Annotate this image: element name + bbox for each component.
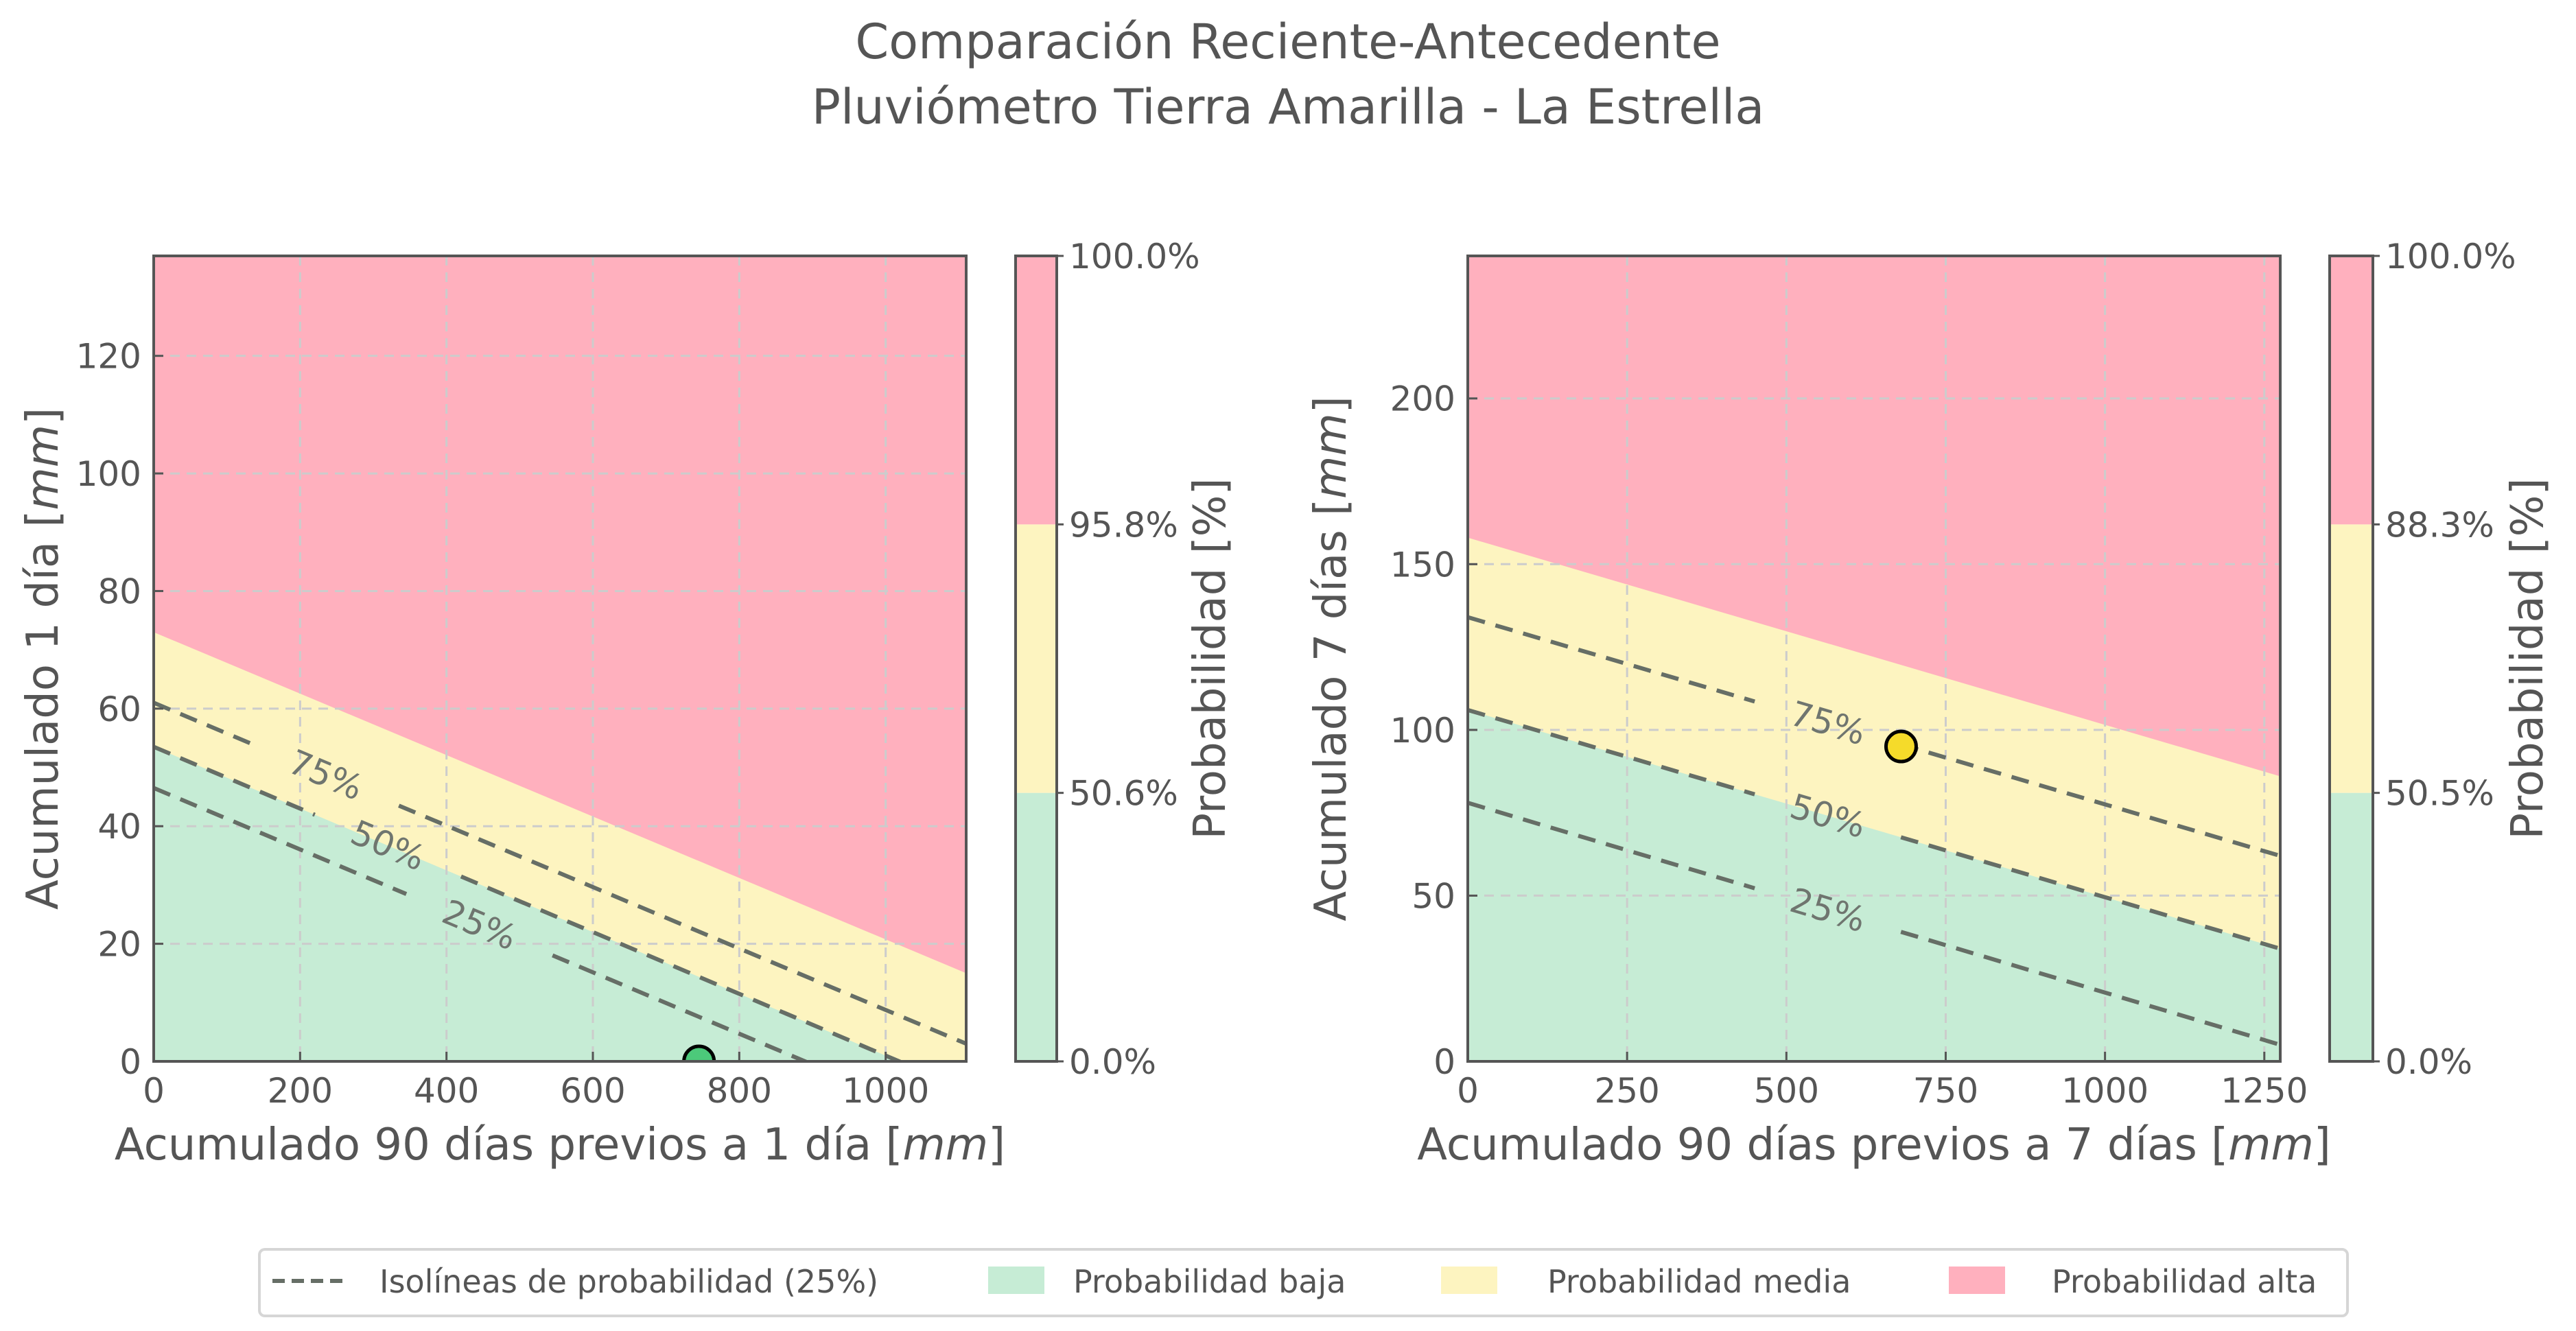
colorbar-tick-label: 50.5%: [2385, 774, 2494, 814]
y-tick-label: 50: [1412, 876, 1455, 916]
colorbar-segment-low: [1016, 792, 1057, 1061]
x-axis-label-bracket-open: [: [871, 1120, 902, 1170]
y-tick-label: 120: [76, 337, 141, 377]
colorbar-frame: [2328, 255, 2374, 1063]
y-axis-label-bracket-close: ]: [18, 408, 69, 425]
colorbar-tick-label: 88.3%: [2385, 505, 2494, 545]
axes-frame: [1466, 255, 2282, 1063]
y-axis-label-text: Acumulado 1 día: [18, 541, 69, 910]
x-tick-label: 800: [707, 1071, 772, 1111]
x-tick-label: 1000: [842, 1071, 929, 1111]
x-tick-label: 0: [143, 1071, 165, 1111]
x-axis-label-bracket-close: ]: [988, 1120, 1005, 1170]
x-axis-label: Acumulado 90 días previos a 7 días [mm]: [1417, 1120, 2331, 1170]
x-axis-label-bracket-close: ]: [2314, 1120, 2331, 1170]
colorbar-segment-high: [2330, 256, 2373, 525]
legend-label-isolines: Isolíneas de probabilidad (25%): [379, 1263, 878, 1300]
isoline-25-segment: [1900, 930, 2280, 1047]
legend: Isolíneas de probabilidad (25%) Probabil…: [258, 1248, 2349, 1317]
isoline-75-segment: [398, 803, 966, 1046]
chart-2: 75%50%25% 0 250 500 750 1000 1250 0 50 100 150 200 A…: [1306, 237, 2553, 1170]
legend-label-high: Probabilidad alta: [2052, 1263, 2317, 1300]
region-low: [1468, 709, 2280, 1061]
x-tick-label: 500: [1754, 1071, 1819, 1111]
chart-1: 75%50%25% 0 200 400 600 800 1000 0 20 40 60 80 100 12…: [18, 237, 1236, 1170]
plot-area: 75%50%25%: [154, 256, 966, 1061]
isoline-50-segment: [154, 744, 316, 817]
plot-area: 75%50%25%: [1468, 256, 2280, 1061]
colorbar-tick-label: 100.0%: [1069, 237, 1200, 276]
x-tick-label: 200: [268, 1071, 333, 1111]
y-tick-label: 100: [76, 454, 141, 494]
y-axis-label-unit: mm: [18, 425, 69, 510]
x-tick-label: 0: [1457, 1071, 1479, 1111]
y-axis-label-text: Acumulado 7 días: [1306, 530, 1357, 921]
legend-swatch-high: [1949, 1267, 2005, 1294]
colorbar-tick-label: 100.0%: [2385, 237, 2516, 276]
isoline-50-segment: [1468, 708, 1755, 797]
colorbar-segment-medium: [1016, 524, 1057, 793]
legend-box: [258, 1248, 2349, 1317]
colorbar-segment-medium: [2330, 524, 2373, 793]
charts: 75%50%25%0 200 400 600 800 100002040608010012…: [18, 237, 2553, 1170]
y-tick-label: 20: [97, 925, 141, 965]
x-tick-label: 750: [1913, 1071, 1978, 1111]
legend-label-low: Probabilidad baja: [1073, 1263, 1346, 1300]
y-axis-label-bracket-open: [: [18, 510, 69, 541]
y-tick-label: 100: [1390, 711, 1455, 751]
isoline-75-segment: [154, 700, 254, 746]
isoline-50-segment: [460, 874, 905, 1061]
colorbar-segment-low: [2330, 792, 2373, 1061]
colorbar-segment-high: [1016, 256, 1057, 525]
x-axis-label-unit: mm: [902, 1120, 988, 1170]
y-axis-label-bracket-open: [: [1306, 499, 1357, 530]
current-point-marker: [1884, 729, 1918, 764]
y-axis-label: Acumulado 7 días [mm]: [1306, 396, 1357, 921]
chart-title-line1: Comparación Reciente-Antecedente: [855, 14, 1720, 70]
isoline-75-segment: [1900, 742, 2280, 858]
y-axis-label-bracket-close: ]: [1306, 396, 1357, 413]
isoline-25-segment: [552, 953, 810, 1061]
x-axis-label-text: Acumulado 90 días previos a 1 día: [115, 1120, 871, 1170]
x-axis-label-text: Acumulado 90 días previos a 7 días: [1417, 1120, 2197, 1170]
y-axis-label-unit: mm: [1306, 413, 1357, 499]
y-tick-label: 150: [1390, 545, 1455, 585]
x-tick-label: 400: [414, 1071, 479, 1111]
x-tick-label: 250: [1594, 1071, 1659, 1111]
chart-title-line2: Pluviómetro Tierra Amarilla - La Estrell…: [812, 79, 1764, 135]
y-tick-label: 40: [97, 807, 141, 847]
current-point-marker: [682, 1044, 716, 1061]
x-axis-label: Acumulado 90 días previos a 1 día [mm]: [115, 1120, 1005, 1170]
legend-swatch-medium: [1441, 1267, 1497, 1294]
y-tick-label: 60: [97, 690, 141, 729]
x-tick-label: 600: [560, 1071, 625, 1111]
axes-frame: [152, 255, 968, 1063]
y-axis-label: Acumulado 1 día [mm]: [18, 408, 69, 910]
legend-swatch-low: [988, 1267, 1044, 1294]
y-tick-label: 200: [1390, 379, 1455, 419]
colorbar-tick-label: 0.0%: [2385, 1042, 2472, 1082]
isoline-75-segment: [1468, 615, 1755, 704]
colorbar-frame: [1014, 255, 1058, 1063]
colorbar-tick-label: 0.0%: [1069, 1042, 1156, 1082]
colorbar-label: Probabilidad [%]: [1185, 478, 1236, 840]
y-tick-label: 80: [97, 572, 141, 611]
y-tick-label: 0: [119, 1042, 141, 1082]
legend-label-medium: Probabilidad media: [1547, 1263, 1851, 1300]
y-tick-label: 0: [1433, 1042, 1455, 1082]
colorbar-tick-label: 50.6%: [1069, 774, 1178, 814]
x-axis-label-unit: mm: [2228, 1120, 2314, 1170]
isoline-25-segment: [154, 786, 408, 896]
x-tick-label: 1250: [2221, 1071, 2308, 1111]
colorbar-label: Probabilidad [%]: [2503, 478, 2553, 840]
colorbar-tick-label: 95.8%: [1069, 505, 1178, 545]
isoline-25-segment: [1468, 801, 1755, 891]
isoline-50-segment: [1900, 835, 2280, 951]
x-axis-label-bracket-open: [: [2197, 1120, 2228, 1170]
x-tick-label: 1000: [2061, 1071, 2148, 1111]
